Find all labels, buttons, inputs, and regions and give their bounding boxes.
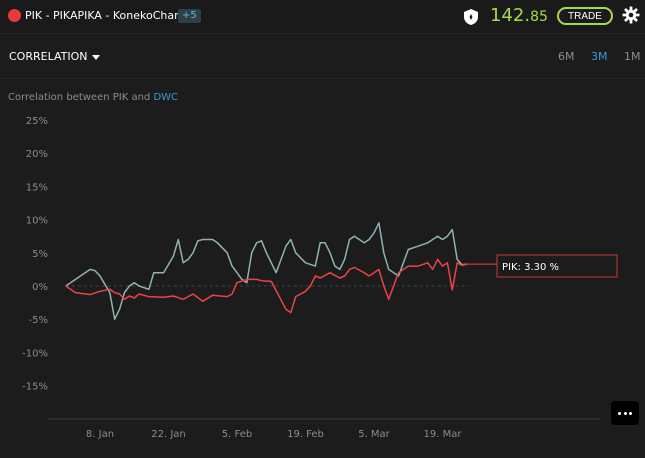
x-tick-label: 22. Jan (151, 429, 186, 440)
instrument-title: PIK - PIKAPIKA - KonekoChanFX (25, 9, 195, 22)
x-tick-label: 19. Feb (287, 429, 324, 440)
x-tick-label: 19. Mar (424, 429, 463, 440)
top-bar: PIK - PIKAPIKA - KonekoChanFX +5 142.85 … (0, 0, 645, 33)
y-tick-label: 5% (32, 249, 48, 260)
y-tick-label: 0% (32, 282, 48, 293)
gear-icon[interactable] (622, 6, 640, 24)
price-display: 142.85 (490, 5, 548, 26)
shield-icon[interactable] (462, 8, 480, 26)
more-options-button[interactable] (611, 401, 639, 425)
y-tick-label: 25% (26, 116, 48, 127)
y-tick-label: 10% (26, 216, 48, 227)
correlation-dropdown-label: CORRELATION (9, 50, 88, 63)
y-tick-label: 15% (26, 182, 48, 193)
series-line-pik (65, 258, 468, 314)
y-tick-label: -15% (22, 382, 48, 393)
x-tick-label: 8. Jan (86, 429, 114, 440)
dwc-link[interactable]: DWC (153, 92, 179, 103)
x-tick-label: 5. Feb (222, 429, 252, 440)
status-dot-icon (8, 9, 21, 22)
chevron-down-icon (92, 54, 101, 60)
tab-range-3m[interactable]: 3M (591, 50, 608, 63)
more-dot-icon (618, 412, 621, 415)
price-decimal: 85 (530, 9, 548, 25)
more-dot-icon (623, 412, 627, 415)
tooltip-box (496, 254, 618, 278)
x-tick-label: 5. Mar (358, 429, 390, 440)
tooltip-text: PIK: 3.30 % (502, 262, 559, 273)
subtitle-prefix: Correlation between PIK and (8, 92, 154, 103)
y-tick-label: -5% (29, 315, 48, 326)
more-dot-icon (629, 412, 632, 415)
correlation-dropdown[interactable]: CORRELATION (9, 50, 101, 63)
price-integer: 142. (490, 5, 531, 26)
y-tick-label: -10% (22, 348, 48, 359)
toolbar-divider (0, 78, 645, 79)
correlation-chart: 25% 20% 15% 10% 5% 0% -5% -10% -15% 8. Jan 22. Jan… (22, 116, 618, 440)
series-line-dwc (65, 222, 468, 320)
header-divider (0, 33, 645, 34)
chart-subtitle: Correlation between PIK and DWC (8, 92, 178, 103)
tab-range-1m[interactable]: 1M (624, 50, 641, 63)
trade-button[interactable]: TRADE (557, 7, 613, 25)
y-tick-label: 20% (26, 149, 48, 160)
tab-range-6m[interactable]: 6M (558, 50, 575, 63)
followers-badge[interactable]: +5 (178, 9, 201, 23)
